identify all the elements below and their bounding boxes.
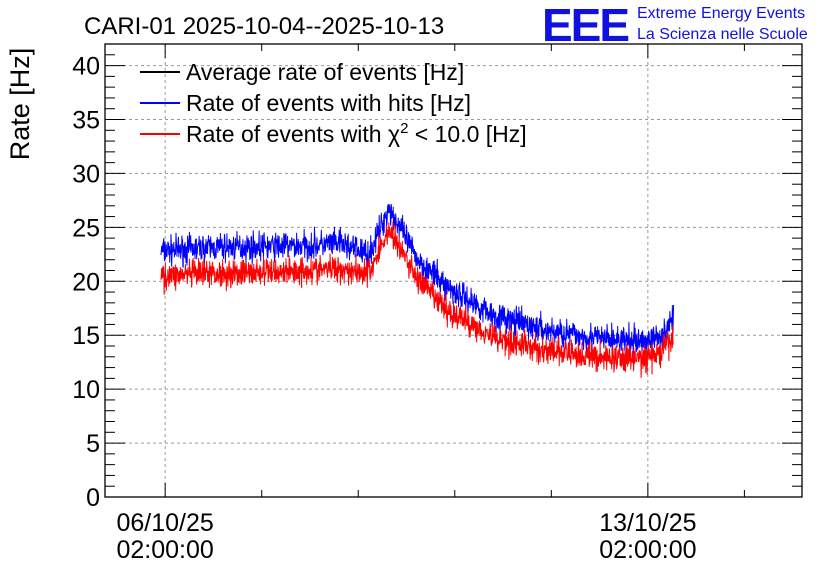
x-tick-label-date: 13/10/25: [599, 509, 696, 537]
y-axis: 0 5 10 15 20 25 30 35 40: [72, 43, 802, 512]
y-tick-label: 25: [72, 214, 100, 242]
x-tick-label-date: 06/10/25: [117, 509, 214, 537]
y-tick-label: 5: [86, 430, 100, 458]
x-tick-label-time: 02:00:00: [117, 536, 214, 564]
series-line-2: [160, 221, 674, 379]
legend-label-average: Average rate of events [Hz]: [186, 59, 464, 85]
legend-label-chi2: Rate of events with χ2 < 10.0 [Hz]: [186, 120, 527, 147]
y-tick-label: 40: [72, 53, 100, 81]
chart-title: CARI-01 2025-10-04--2025-10-13: [84, 13, 444, 40]
logo-line-2: La Scienza nelle Scuole: [637, 26, 808, 43]
y-axis-label: Rate [Hz]: [5, 48, 35, 161]
y-tick-label: 30: [72, 160, 100, 188]
data-series: [160, 204, 675, 379]
x-tick-label-time: 02:00:00: [599, 536, 696, 564]
y-tick-label: 35: [72, 107, 100, 135]
eee-logo-mark: EEE: [542, 0, 630, 51]
y-tick-label: 0: [86, 484, 100, 512]
y-tick-label: 15: [72, 322, 100, 350]
legend: Average rate of events [Hz] Rate of even…: [140, 59, 527, 147]
y-tick-label: 20: [72, 268, 100, 296]
series-line-1: [160, 204, 675, 357]
legend-label-hits: Rate of events with hits [Hz]: [186, 90, 471, 116]
y-tick-label: 10: [72, 376, 100, 404]
logo-line-1: Extreme Energy Events: [637, 5, 806, 22]
